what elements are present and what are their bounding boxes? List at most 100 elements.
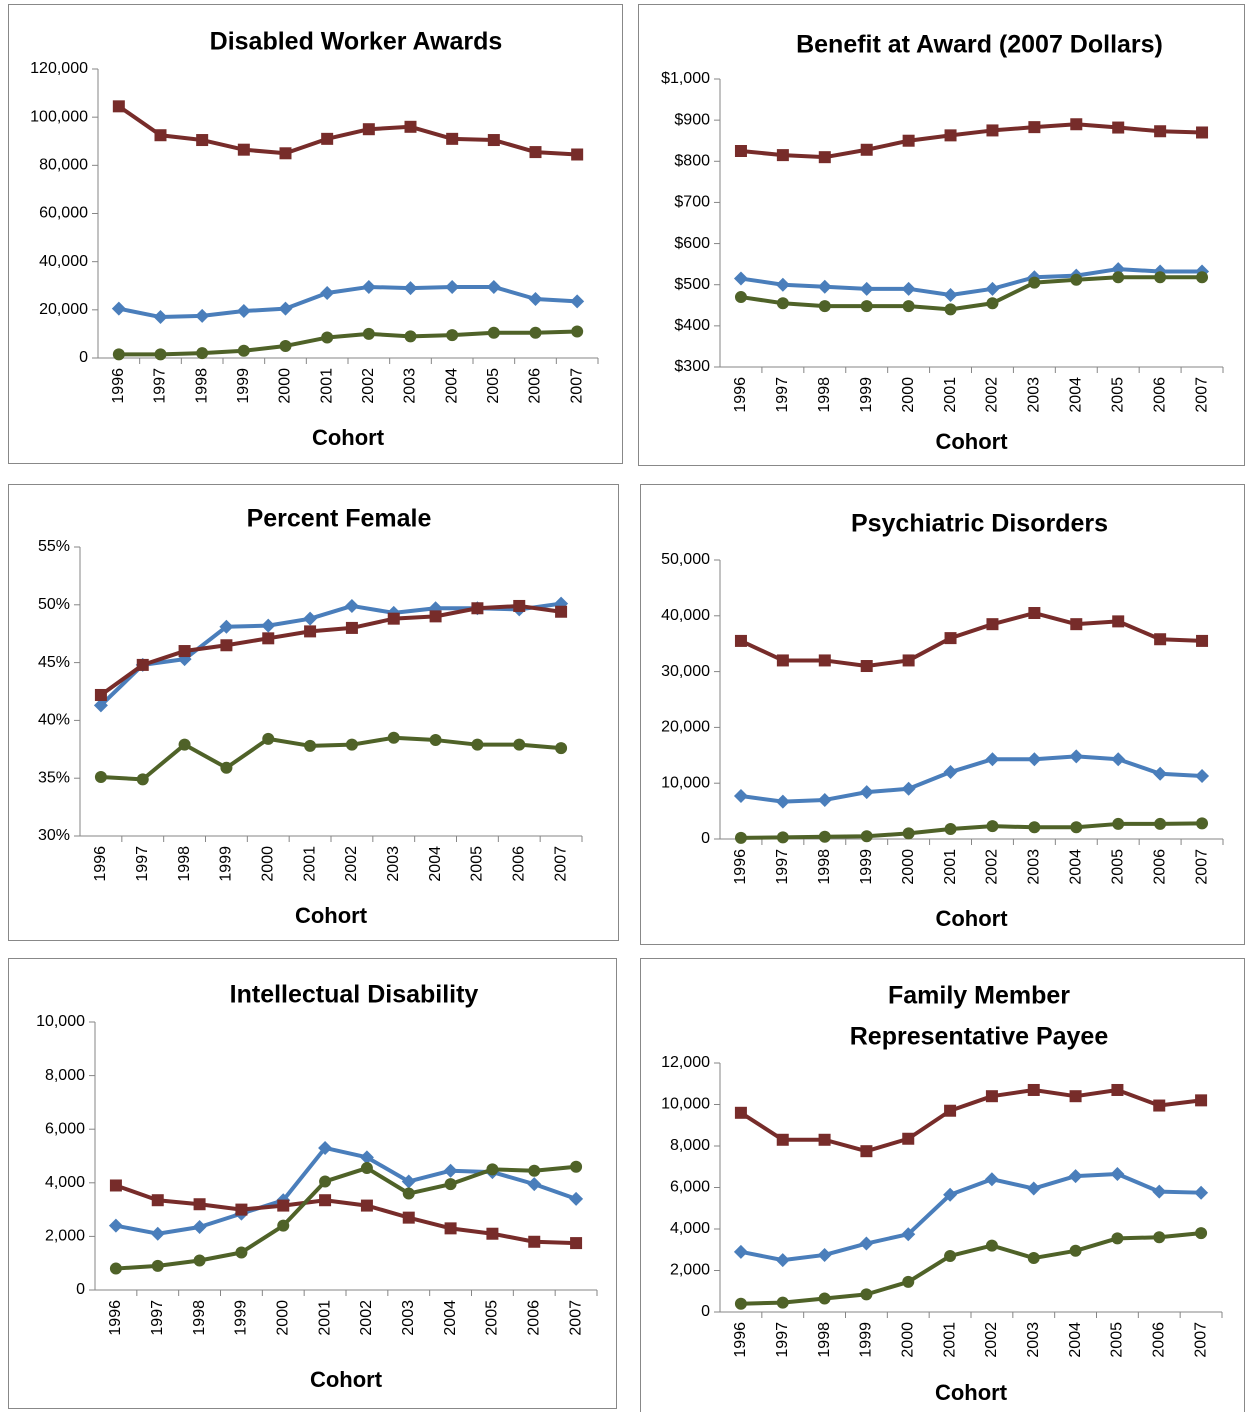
x-tick-label: 2005: [484, 1300, 501, 1336]
series-line: [100, 735, 562, 782]
square-marker: [529, 146, 542, 159]
diamond-marker: [1152, 1184, 1167, 1199]
circle-marker: [776, 1296, 789, 1309]
square-marker: [446, 132, 459, 145]
square-marker: [902, 1132, 915, 1145]
x-tick-label: 2005: [469, 846, 486, 882]
circle-marker: [818, 300, 831, 313]
x-tick-label: 2004: [1068, 849, 1085, 885]
circle-marker: [471, 738, 484, 751]
y-tick-label: 10,000: [36, 1013, 85, 1030]
x-tick-label: 1997: [134, 846, 151, 882]
x-tick-label: 1996: [110, 368, 127, 404]
diamond-marker: [775, 794, 790, 809]
x-tick-label: 1998: [816, 849, 833, 885]
x-tick-label: 2007: [568, 368, 585, 404]
x-tick-label: 2004: [1067, 1322, 1084, 1358]
panel-border: [8, 484, 619, 941]
circle-marker: [444, 1178, 457, 1191]
x-tick-label: 2005: [485, 368, 502, 404]
y-tick-label: 2,000: [45, 1228, 85, 1245]
series-line: [740, 1172, 1202, 1263]
circle-marker: [734, 1297, 747, 1310]
series-line: [118, 329, 578, 357]
x-tick-label: 2003: [402, 368, 419, 404]
diamond-marker: [108, 1218, 123, 1233]
x-tick-label: 2001: [301, 846, 318, 882]
diamond-marker: [1194, 1185, 1209, 1200]
square-marker: [154, 129, 167, 142]
y-tick-label: 50,000: [661, 551, 710, 568]
series-line: [117, 104, 578, 157]
diamond-marker: [1195, 768, 1210, 783]
chart-title: Benefit at Award (2007 Dollars): [796, 31, 1163, 59]
chart-title: Family Member: [888, 982, 1070, 1010]
x-tick-label: 2001: [942, 849, 959, 885]
diamond-marker: [775, 277, 790, 292]
square-marker: [402, 1211, 415, 1224]
diamond-marker: [1153, 766, 1168, 781]
diamond-marker: [1027, 752, 1042, 767]
diamond-marker: [527, 1177, 542, 1192]
chart-panel: Family Member Representative Payee 0 2,000 4…: [640, 958, 1245, 1412]
series-line: [115, 1145, 577, 1236]
x-tick-label: 2004: [442, 1300, 459, 1336]
x-tick-label: 1996: [732, 377, 749, 413]
y-tick-label: 8,000: [670, 1137, 710, 1154]
x-tick-label: 1999: [233, 1300, 250, 1336]
y-tick-label: 0: [701, 1303, 710, 1320]
series-line: [740, 1231, 1202, 1306]
x-tick-label: 2006: [527, 368, 544, 404]
circle-marker: [387, 731, 400, 744]
diamond-marker: [817, 792, 832, 807]
x-axis-title: Cohort: [935, 429, 1008, 454]
diamond-marker: [901, 281, 916, 296]
y-tick-label: 4,000: [670, 1220, 710, 1237]
y-tick-label: 12,000: [661, 1054, 710, 1071]
circle-marker: [235, 1246, 248, 1259]
square-marker: [986, 124, 999, 137]
circle-marker: [109, 1262, 122, 1275]
series-line: [118, 284, 578, 320]
x-axis-title: Cohort: [295, 903, 368, 928]
chart-panel: Percent Female 30% 35% 40% 45% 50% 55% 1996 1997…: [8, 484, 619, 941]
diamond-marker: [150, 1226, 165, 1241]
square-marker: [570, 1237, 583, 1250]
diamond-marker: [219, 619, 234, 634]
diamond-marker: [401, 1174, 416, 1189]
y-tick-label: $400: [674, 317, 710, 334]
x-tick-label: 2004: [1068, 377, 1085, 413]
square-marker: [237, 143, 250, 156]
diamond-marker: [859, 281, 874, 296]
diamond-marker: [443, 1163, 458, 1178]
x-tick-label: 2007: [1193, 849, 1210, 885]
circle-marker: [154, 348, 167, 361]
series-line: [115, 1164, 577, 1271]
x-tick-label: 1999: [235, 368, 252, 404]
circle-marker: [321, 331, 334, 344]
square-marker: [818, 654, 831, 667]
x-tick-label: 1999: [858, 377, 875, 413]
circle-marker: [1027, 1252, 1040, 1265]
circle-marker: [734, 831, 747, 844]
y-tick-label: 20,000: [661, 719, 710, 736]
series-line: [740, 821, 1203, 840]
series-line: [739, 1087, 1202, 1154]
diamond-marker: [817, 279, 832, 294]
circle-marker: [404, 330, 417, 343]
circle-marker: [277, 1219, 290, 1232]
x-tick-label: 2002: [358, 1300, 375, 1336]
square-marker: [1196, 126, 1209, 139]
square-marker: [196, 134, 209, 147]
square-marker: [571, 148, 584, 161]
chart-title: Psychiatric Disorders: [851, 510, 1108, 538]
diamond-marker: [111, 301, 126, 316]
diamond-marker: [93, 698, 108, 713]
square-marker: [555, 605, 568, 618]
chart-title: Representative Payee: [850, 1023, 1109, 1051]
circle-marker: [319, 1175, 332, 1188]
circle-marker: [818, 1292, 831, 1305]
y-tick-label: $800: [674, 153, 710, 170]
square-marker: [112, 100, 125, 113]
circle-marker: [986, 820, 999, 833]
